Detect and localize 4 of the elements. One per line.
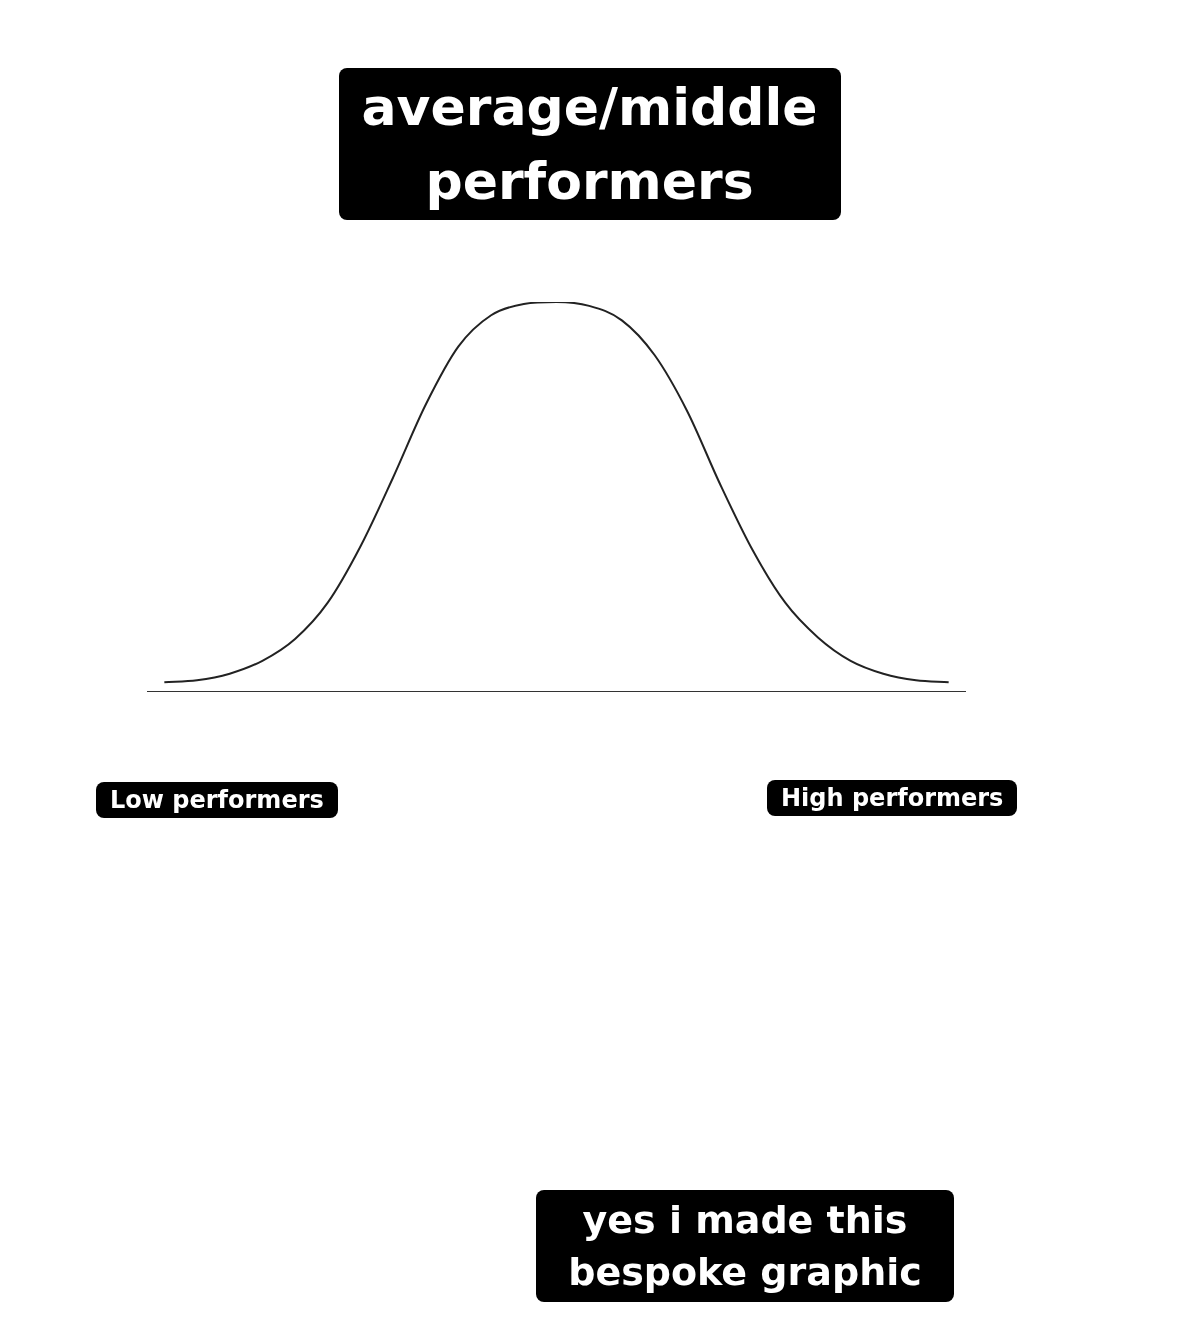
text: Low performers (96, 782, 338, 818)
chart-title: average/middle performers (338, 68, 841, 220)
text: High performers (767, 780, 1018, 816)
text: yes i made this bespoke graphic (536, 1190, 954, 1302)
